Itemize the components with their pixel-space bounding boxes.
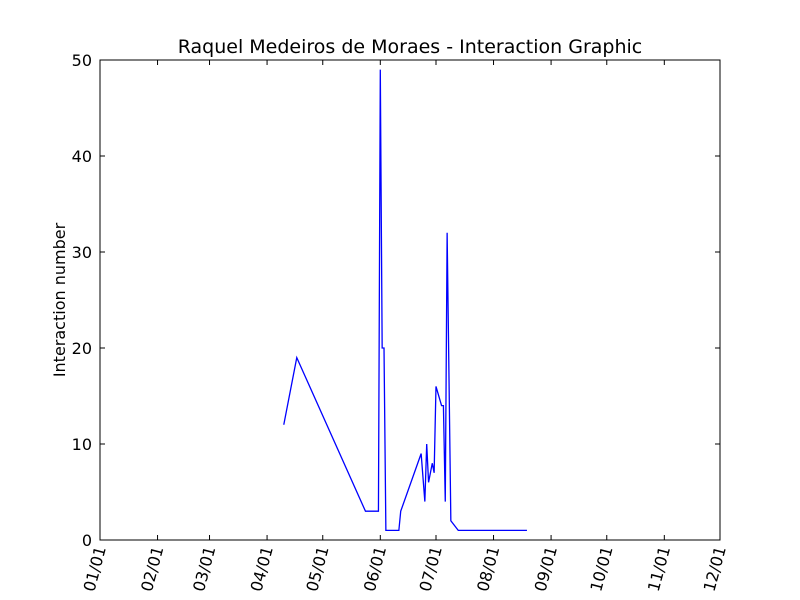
y-tick-label: 10 bbox=[72, 435, 92, 454]
plot-frame bbox=[99, 59, 721, 541]
series-line-0 bbox=[283, 69, 527, 532]
y-axis-label: Interaction number bbox=[50, 222, 69, 377]
y-tick-label: 30 bbox=[72, 243, 92, 262]
y-tick-label: 40 bbox=[72, 147, 92, 166]
chart-title: Raquel Medeiros de Moraes - Interaction … bbox=[178, 36, 643, 58]
y-tick-label: 0 bbox=[82, 531, 92, 550]
y-tick-label: 20 bbox=[72, 339, 92, 358]
y-tick-label: 50 bbox=[72, 51, 92, 70]
